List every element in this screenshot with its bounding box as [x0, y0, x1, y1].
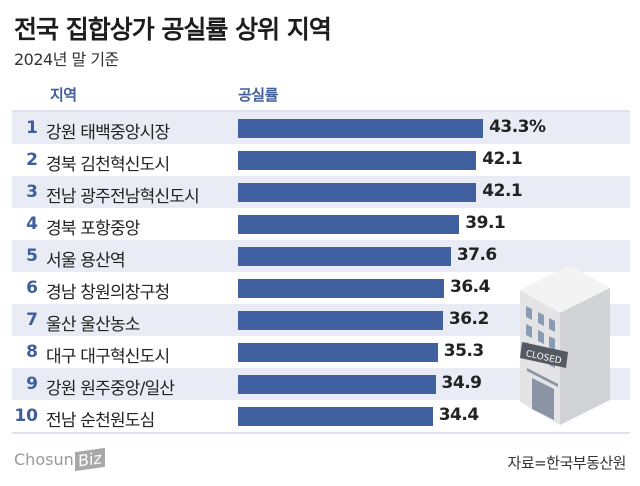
closed-building-icon: CLOSED: [520, 265, 610, 425]
region-name: 경남 창원의창구청: [46, 283, 170, 303]
table-row: 5 서울 용산역 37.6: [12, 240, 630, 272]
bar-rows: 1 강원 태백중앙시장 43.3% 2 경북 김천혁신도시 42.1 3 전남 광주전남혁신도…: [12, 112, 630, 432]
rank-number: 6: [26, 278, 38, 298]
value-label: 36.2: [448, 309, 489, 329]
bottom-divider: [12, 432, 630, 434]
chart-subtitle: 2024년 말 기준: [14, 50, 119, 69]
table-row: 8 대구 대구혁신도시 35.3: [12, 336, 630, 368]
value-bar: [238, 247, 451, 266]
region-name: 경북 포항중앙: [46, 219, 140, 239]
value-label: 37.6: [456, 245, 497, 265]
region-name: 강원 태백중앙시장: [46, 123, 170, 143]
value-bar: [238, 151, 477, 170]
rank-number: 10: [14, 406, 38, 426]
column-header-region: 지역: [50, 86, 77, 104]
value-label: 36.4: [450, 277, 490, 297]
source-note: 자료=한국부동산원: [507, 454, 627, 472]
region-name: 경북 김천혁신도시: [46, 155, 170, 175]
value-bar: [238, 279, 445, 298]
value-label: 35.3: [443, 341, 484, 361]
value-bar: [238, 343, 438, 362]
value-label: 43.3%: [489, 117, 546, 137]
value-label: 39.1: [465, 213, 506, 233]
chosunbiz-logo: Chosun Biz: [14, 447, 105, 472]
value-label: 42.1: [482, 181, 523, 201]
value-bar: [238, 119, 484, 138]
region-name: 울산 울산농소: [46, 315, 140, 335]
rank-number: 3: [26, 182, 38, 202]
value-bar: [238, 311, 443, 330]
table-row: 10 전남 순천원도심 34.4: [12, 400, 630, 432]
table-row: 1 강원 태백중앙시장 43.3%: [12, 112, 630, 144]
value-bar: [238, 215, 460, 234]
region-name: 전남 순천원도심: [46, 411, 155, 431]
value-bar: [238, 375, 436, 394]
value-label: 34.4: [438, 405, 479, 425]
column-header-rate: 공실률: [238, 86, 278, 104]
region-name: 강원 원주중앙/일산: [46, 379, 175, 399]
rank-number: 8: [26, 342, 38, 362]
region-name: 전남 광주전남혁신도시: [46, 187, 200, 207]
rank-number: 5: [26, 246, 38, 266]
value-label: 42.1: [482, 149, 523, 169]
logo-biz: Biz: [74, 447, 105, 472]
chart-title: 전국 집합상가 공실률 상위 지역: [14, 15, 332, 44]
rank-number: 7: [26, 310, 38, 330]
rank-number: 1: [26, 118, 38, 138]
value-label: 34.9: [441, 373, 482, 393]
table-row: 4 경북 포항중앙 39.1: [12, 208, 630, 240]
rank-number: 9: [26, 374, 38, 394]
value-bar: [238, 407, 433, 426]
top-divider: [12, 110, 630, 112]
rank-number: 4: [26, 214, 38, 234]
value-bar: [238, 183, 477, 202]
region-name: 대구 대구혁신도시: [46, 347, 170, 367]
rank-number: 2: [26, 150, 38, 170]
region-name: 서울 용산역: [46, 251, 126, 271]
table-row: 3 전남 광주전남혁신도시 42.1: [12, 176, 630, 208]
table-row: 6 경남 창원의창구청 36.4: [12, 272, 630, 304]
table-row: 2 경북 김천혁신도시 42.1: [12, 144, 630, 176]
logo-main: Chosun: [14, 450, 74, 469]
